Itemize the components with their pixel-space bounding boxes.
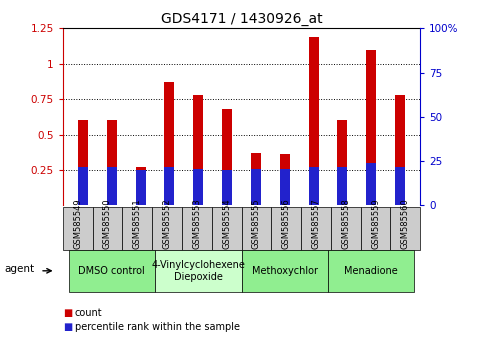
Bar bbox=[251, 169, 261, 205]
Text: Menadione: Menadione bbox=[344, 266, 398, 276]
Bar bbox=[78, 120, 88, 205]
Bar bbox=[222, 109, 232, 205]
Bar bbox=[395, 95, 405, 205]
Text: GSM585553: GSM585553 bbox=[192, 198, 201, 249]
Bar bbox=[337, 120, 347, 205]
Bar bbox=[222, 170, 232, 205]
Bar bbox=[280, 169, 290, 205]
Bar bbox=[193, 95, 203, 205]
Text: GSM585554: GSM585554 bbox=[222, 198, 231, 249]
Text: percentile rank within the sample: percentile rank within the sample bbox=[75, 322, 240, 332]
Text: GSM585551: GSM585551 bbox=[133, 198, 142, 249]
Bar bbox=[366, 50, 376, 205]
Bar bbox=[395, 167, 405, 205]
Bar bbox=[251, 153, 261, 205]
Bar bbox=[280, 154, 290, 205]
Text: GSM585550: GSM585550 bbox=[103, 198, 112, 249]
Bar bbox=[337, 167, 347, 205]
Bar bbox=[164, 82, 174, 205]
Text: ■: ■ bbox=[63, 322, 72, 332]
Bar bbox=[78, 167, 88, 205]
Text: GSM585556: GSM585556 bbox=[282, 198, 291, 249]
Bar bbox=[136, 170, 146, 205]
Bar bbox=[193, 169, 203, 205]
Bar bbox=[309, 167, 319, 205]
Bar bbox=[136, 167, 146, 205]
Text: Methoxychlor: Methoxychlor bbox=[252, 266, 318, 276]
Text: count: count bbox=[75, 308, 102, 318]
Bar bbox=[309, 37, 319, 205]
Text: agent: agent bbox=[5, 264, 35, 274]
Text: DMSO control: DMSO control bbox=[78, 266, 145, 276]
Text: GSM585558: GSM585558 bbox=[341, 198, 350, 249]
Text: GSM585560: GSM585560 bbox=[401, 198, 410, 249]
Text: GSM585557: GSM585557 bbox=[312, 198, 320, 249]
Text: GSM585549: GSM585549 bbox=[73, 198, 82, 249]
Text: 4-Vinylcyclohexene
Diepoxide: 4-Vinylcyclohexene Diepoxide bbox=[151, 260, 245, 282]
Title: GDS4171 / 1430926_at: GDS4171 / 1430926_at bbox=[161, 12, 322, 26]
Bar bbox=[164, 167, 174, 205]
Bar bbox=[366, 163, 376, 205]
Text: ■: ■ bbox=[63, 308, 72, 318]
Text: GSM585555: GSM585555 bbox=[252, 198, 261, 249]
Bar bbox=[107, 120, 117, 205]
Text: GSM585552: GSM585552 bbox=[163, 198, 171, 249]
Bar bbox=[107, 167, 117, 205]
Text: GSM585559: GSM585559 bbox=[371, 198, 380, 249]
